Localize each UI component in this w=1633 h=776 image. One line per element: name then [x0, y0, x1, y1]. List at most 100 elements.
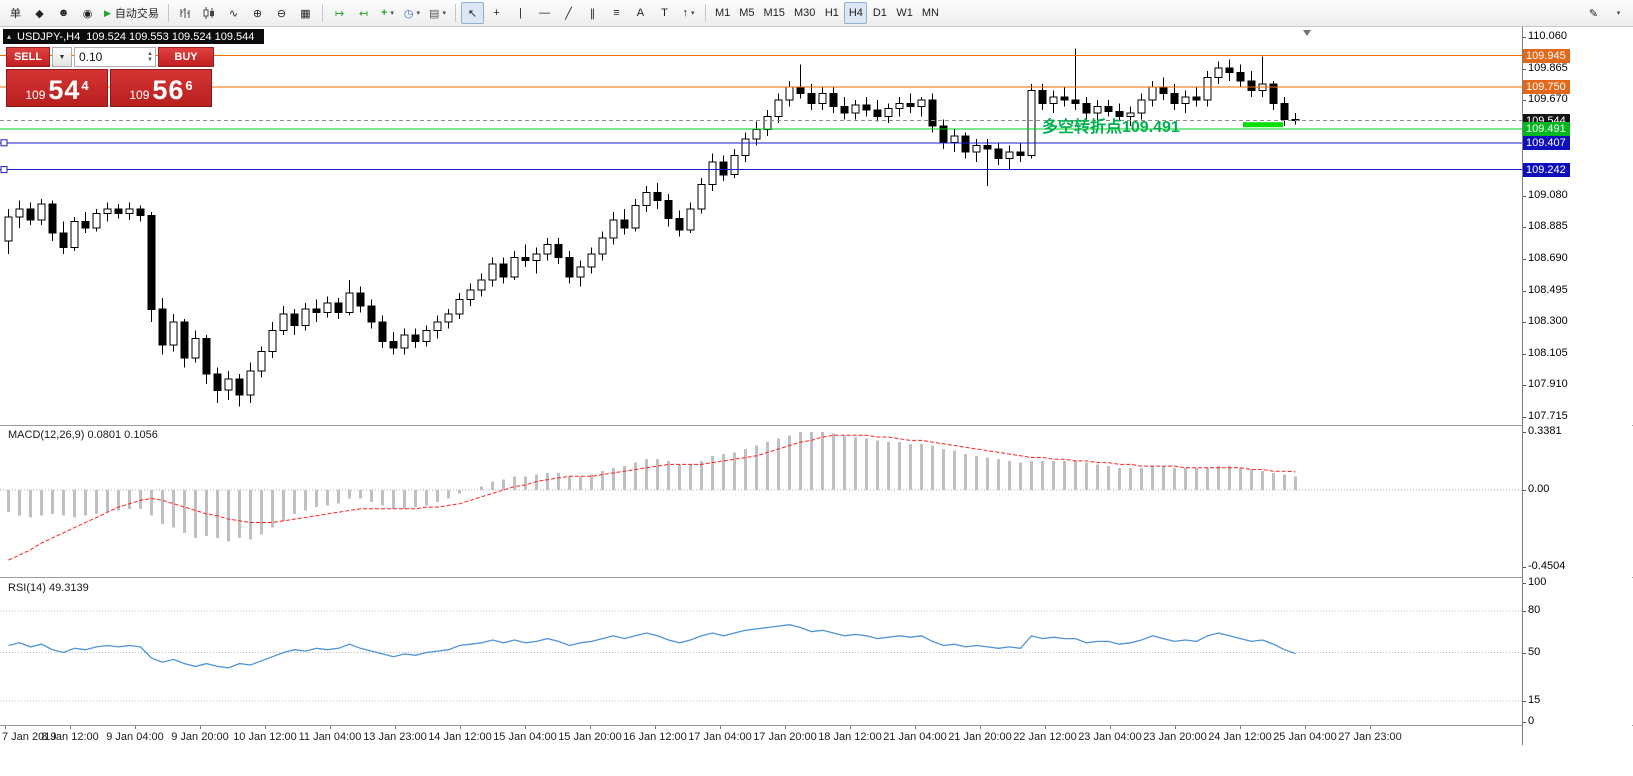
- autotrading-button[interactable]: ▶ 自动交易: [100, 2, 163, 24]
- toolbar-overflow-button[interactable]: ▾: [1606, 2, 1629, 24]
- time-label: 23 Jan 04:00: [1078, 731, 1142, 743]
- line-chart-button[interactable]: ∿: [222, 2, 245, 24]
- time-label: 11 Jan 04:00: [298, 731, 362, 743]
- tf-m15-button[interactable]: M15: [760, 2, 789, 24]
- sell-price-pipette: 4: [81, 78, 89, 93]
- zoom-out-button[interactable]: ⊖: [270, 2, 293, 24]
- buy-button[interactable]: BUY: [158, 47, 214, 67]
- price-axis[interactable]: 110.060 109.865 109.670 109.080 108.885 108.6…: [1522, 27, 1632, 745]
- volume-field[interactable]: ▲ ▼: [74, 47, 156, 67]
- templates-button[interactable]: ▤ ▾: [425, 2, 450, 24]
- autoscroll-button[interactable]: ↦: [328, 2, 351, 24]
- zoom-in-icon: ⊕: [252, 7, 263, 20]
- chart-shift-button[interactable]: ↤: [352, 2, 375, 24]
- edit-button[interactable]: ✎: [1582, 2, 1605, 24]
- macd-pane[interactable]: [0, 426, 1522, 577]
- tf-w1-button[interactable]: W1: [892, 2, 917, 24]
- buy-price-pipette: 6: [185, 78, 193, 93]
- price-tick-label: 108.690: [1523, 252, 1568, 264]
- text-label-button[interactable]: T: [653, 2, 676, 24]
- ohlc-values: 109.524 109.553 109.524 109.544: [86, 30, 255, 43]
- main-chart-pane[interactable]: 多空转折点109.491: [0, 27, 1522, 426]
- autoscroll-icon: ↦: [334, 7, 345, 20]
- level-price-badge: 109.242: [1523, 162, 1570, 177]
- candlestick-button[interactable]: [198, 2, 221, 24]
- chart-shift-marker[interactable]: [1303, 30, 1311, 36]
- bar-chart-button[interactable]: [174, 2, 197, 24]
- tf-d1-button[interactable]: D1: [868, 2, 891, 24]
- chart-title-bar[interactable]: ▴ USDJPY-,H4 109.524 109.553 109.524 109…: [3, 29, 265, 44]
- rsi-scale-label: 0: [1522, 715, 1535, 727]
- horizontal-line-button[interactable]: —: [533, 2, 556, 24]
- tile-windows-button[interactable]: ▦: [294, 2, 317, 24]
- time-label: 25 Jan 04:00: [1273, 731, 1337, 743]
- chart-shift-icon: ↤: [358, 7, 369, 20]
- collapse-icon[interactable]: ▴: [7, 32, 12, 41]
- chevron-down-icon: ▾: [416, 10, 421, 17]
- fibonacci-button[interactable]: ≡: [605, 2, 628, 24]
- clock-icon: ◷: [403, 7, 414, 20]
- sell-button[interactable]: SELL: [6, 47, 50, 67]
- pane-separator[interactable]: [0, 577, 1633, 578]
- time-label: 9 Jan 20:00: [171, 731, 229, 743]
- tf-m5-button[interactable]: M5: [735, 2, 758, 24]
- tf-m30-button[interactable]: M30: [790, 2, 819, 24]
- tf-m1-button[interactable]: M1: [711, 2, 734, 24]
- sell-price-big: 54: [48, 75, 81, 105]
- order-type-dropdown[interactable]: ▼: [52, 47, 72, 67]
- tf-mn-button[interactable]: MN: [918, 2, 943, 24]
- tf-h1-button[interactable]: H1: [820, 2, 843, 24]
- indicators-button[interactable]: + ▾: [376, 2, 399, 24]
- toolbar: 单 ◆ ☻ ◉ ▶ 自动交易 ∿ ⊕ ⊖ ▦ ↦ ↤ + ▾ ◷ ▾ ▤: [0, 0, 1633, 27]
- zoom-out-icon: ⊖: [276, 7, 287, 20]
- candlesticks: [4, 48, 1300, 407]
- chevron-down-icon: ▾: [690, 10, 695, 17]
- community-icon[interactable]: ◉: [76, 2, 99, 24]
- line-handle[interactable]: [0, 166, 8, 174]
- price-tick-label: 109.670: [1523, 93, 1568, 106]
- line-handle[interactable]: [0, 139, 8, 147]
- pane-separator[interactable]: [0, 425, 1633, 426]
- macd-scale-label: -0.4504: [1522, 560, 1566, 573]
- profile-icon[interactable]: ☻: [52, 2, 75, 24]
- line-chart-icon: ∿: [228, 7, 239, 20]
- time-tick: [1175, 726, 1176, 729]
- crosshair-button[interactable]: +: [485, 2, 508, 24]
- time-label: 24 Jan 12:00: [1208, 731, 1272, 743]
- spin-up-icon[interactable]: ▲: [147, 51, 153, 57]
- turning-point-marker[interactable]: [1243, 122, 1283, 128]
- arrows-button[interactable]: ↑ ▾: [677, 2, 700, 24]
- level-price-badge: 109.750: [1523, 80, 1570, 95]
- cursor-button[interactable]: ↖: [460, 2, 484, 24]
- time-axis[interactable]: 7 Jan 2019 8 Jan 12:00 9 Jan 04:00 9 Jan 20…: [0, 726, 1522, 752]
- volume-input[interactable]: [79, 50, 135, 64]
- channel-button[interactable]: ∥: [581, 2, 604, 24]
- rsi-pane[interactable]: [0, 578, 1522, 725]
- text-button[interactable]: A: [629, 2, 652, 24]
- volume-stepper[interactable]: ▲ ▼: [147, 51, 153, 63]
- vertical-line-button[interactable]: |: [509, 2, 532, 24]
- price-tick-label: 107.910: [1523, 378, 1568, 391]
- sell-price-button[interactable]: 109 54 4: [6, 69, 108, 107]
- time-label: 22 Jan 12:00: [1013, 731, 1077, 743]
- rsi-scale-label: 50: [1522, 645, 1541, 658]
- time-tick: [395, 726, 396, 729]
- zoom-in-button[interactable]: ⊕: [246, 2, 269, 24]
- time-label: 10 Jan 12:00: [233, 731, 297, 743]
- buy-price-button[interactable]: 109 56 6: [110, 69, 212, 107]
- time-tick: [590, 726, 591, 729]
- periods-button[interactable]: ◷ ▾: [400, 2, 424, 24]
- tf-h4-button[interactable]: H4: [844, 2, 868, 24]
- price-tick-label: 109.865: [1523, 61, 1568, 74]
- price-tick-label: 110.060: [1523, 30, 1567, 42]
- toolbar-separator: [454, 4, 456, 22]
- trendline-button[interactable]: ╱: [557, 2, 580, 24]
- time-tick: [5, 726, 6, 729]
- price-tick-label: 108.105: [1523, 346, 1568, 359]
- level-price-badge: 109.491: [1523, 122, 1570, 137]
- new-order-button[interactable]: 单: [4, 2, 27, 24]
- spin-down-icon[interactable]: ▼: [147, 57, 153, 63]
- time-label: 15 Jan 20:00: [558, 731, 622, 743]
- rsi-scale-label: 100: [1522, 576, 1547, 588]
- metaeditor-icon[interactable]: ◆: [28, 2, 51, 24]
